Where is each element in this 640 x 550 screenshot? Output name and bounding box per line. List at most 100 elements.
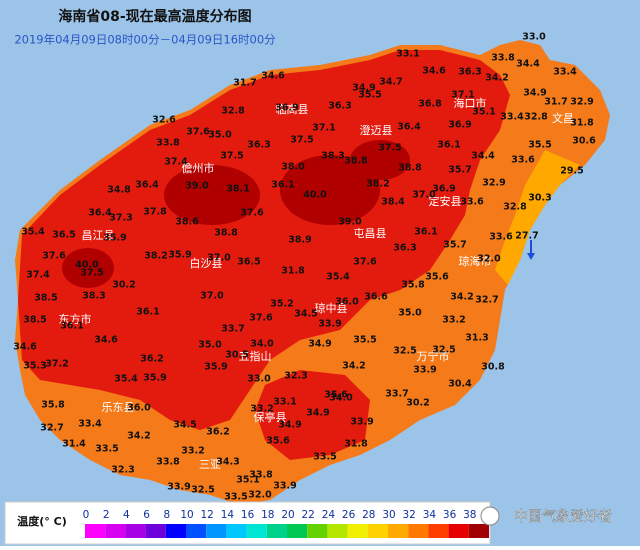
city-name: 东方市 (59, 312, 92, 326)
station-value: 35.3 (23, 361, 46, 372)
station-value: 33.9 (318, 319, 341, 330)
station-value: 34.9 (278, 420, 301, 431)
legend-swatch (125, 524, 146, 538)
station-value: 29.5 (560, 166, 583, 177)
station-value: 34.2 (127, 431, 150, 442)
legend-tick-label: 4 (123, 509, 130, 521)
station-value: 35.5 (353, 335, 376, 346)
city-name: 昌江县 (82, 229, 115, 242)
station-value: 36.1 (60, 321, 83, 332)
station-value: 33.9 (413, 365, 436, 376)
legend-swatch (186, 524, 207, 538)
station-value: 32.7 (40, 423, 63, 434)
station-value: 34.5 (294, 309, 317, 320)
title: 海南省08-现在最高温度分布图 (58, 8, 251, 25)
station-value: 34.0 (250, 339, 274, 350)
legend-tick-label: 36 (443, 509, 457, 521)
station-value: 38.6 (175, 217, 199, 228)
warm-zone (495, 150, 580, 285)
station-value: 33.4 (553, 67, 577, 78)
legend-swatch (448, 524, 469, 538)
legend-swatch (468, 524, 489, 538)
station-value: 34.5 (173, 420, 196, 431)
city-name: 临高县 (276, 102, 309, 116)
station-value: 34.4 (471, 151, 495, 162)
legend-tick-label: 20 (281, 509, 294, 521)
city-name: 儋州市 (182, 161, 215, 175)
station-value: 34.6 (94, 335, 118, 346)
station-value: 33.9 (167, 482, 190, 493)
station-value: 35.8 (401, 280, 425, 291)
station-value: 37.6 (240, 208, 264, 219)
station-value: 32.3 (111, 465, 134, 476)
station-value: 38.5 (34, 293, 57, 304)
city-name: 五指山 (239, 349, 272, 363)
station-value: 37.8 (143, 207, 167, 218)
station-value: 35.5 (528, 140, 551, 151)
legend-swatch (246, 524, 267, 538)
station-value: 39.0 (338, 217, 362, 228)
station-value: 31.7 (544, 97, 567, 108)
station-value: 37.5 (220, 151, 243, 162)
legend-tick-label: 0 (83, 509, 90, 521)
legend-swatch (388, 524, 409, 538)
station-value: 31.8 (344, 439, 368, 450)
legend: 0 2 4 6 8 10 12 14 16 18 20 22 24 26 28 30 32 34 36 38 (83, 509, 489, 538)
station-value: 33.6 (460, 197, 484, 208)
station-value: 35.6 (266, 436, 290, 447)
city-name: 保亭县 (254, 410, 287, 424)
arrow-head (527, 253, 535, 260)
station-value: 36.1 (414, 227, 437, 238)
legend-tick-label: 10 (180, 509, 193, 521)
station-value: 37.0 (207, 253, 231, 264)
station-value: 37.4 (164, 157, 188, 168)
city-name: 琼中县 (315, 301, 348, 315)
station-value: 40.0 (303, 190, 327, 201)
legend-tick-label: 6 (143, 509, 150, 521)
city-name: 乐东县 (102, 401, 135, 414)
station-value: 33.0 (247, 374, 271, 385)
station-value: 35.9 (103, 233, 126, 244)
station-value: 34.6 (13, 342, 37, 353)
station-value: 36.3 (247, 140, 270, 151)
station-value: 33.1 (273, 397, 296, 408)
station-value: 33.7 (221, 324, 244, 335)
station-value: 35.0 (198, 340, 222, 351)
station-value: 35.1 (472, 107, 495, 118)
station-value: 36.3 (458, 67, 481, 78)
station-value: 36.8 (418, 99, 442, 110)
legend-tick-label: 24 (322, 509, 336, 521)
very-hot-zone (350, 140, 410, 180)
station-value: 37.1 (451, 90, 474, 101)
station-value: 38.8 (398, 163, 422, 174)
station-value: 32.9 (570, 97, 593, 108)
station-value: 36.2 (140, 354, 163, 365)
station-value: 30.5 (225, 350, 248, 361)
station-value: 35.4 (114, 374, 138, 385)
station-value: 34.9 (308, 339, 331, 350)
legend-swatch (287, 524, 308, 538)
station-value: 33.2 (442, 315, 465, 326)
station-value: 35.9 (143, 373, 166, 384)
station-value: 33.7 (385, 389, 408, 400)
station-value: 37.3 (109, 213, 132, 224)
station-value: 27.7 (515, 231, 538, 242)
watermark-icon (480, 506, 500, 526)
station-value: 37.0 (200, 291, 224, 302)
station-value: 34.2 (485, 73, 508, 84)
station-value: 32.9 (482, 178, 505, 189)
station-value: 36.1 (437, 140, 460, 151)
station-value: 31.3 (465, 333, 488, 344)
station-value: 38.3 (321, 151, 344, 162)
station-value: 32.5 (191, 485, 214, 496)
station-value: 37.6 (249, 313, 273, 324)
station-value: 33.1 (396, 49, 419, 60)
legend-tick-label: 38 (463, 509, 476, 521)
station-value: 32.8 (221, 106, 245, 117)
station-value: 33.8 (156, 457, 180, 468)
city-name: 文昌 (552, 111, 574, 125)
station-value: 35.4 (21, 227, 45, 238)
station-value: 38.2 (144, 251, 167, 262)
station-value: 35.9 (168, 250, 191, 261)
station-value: 38.3 (82, 291, 105, 302)
